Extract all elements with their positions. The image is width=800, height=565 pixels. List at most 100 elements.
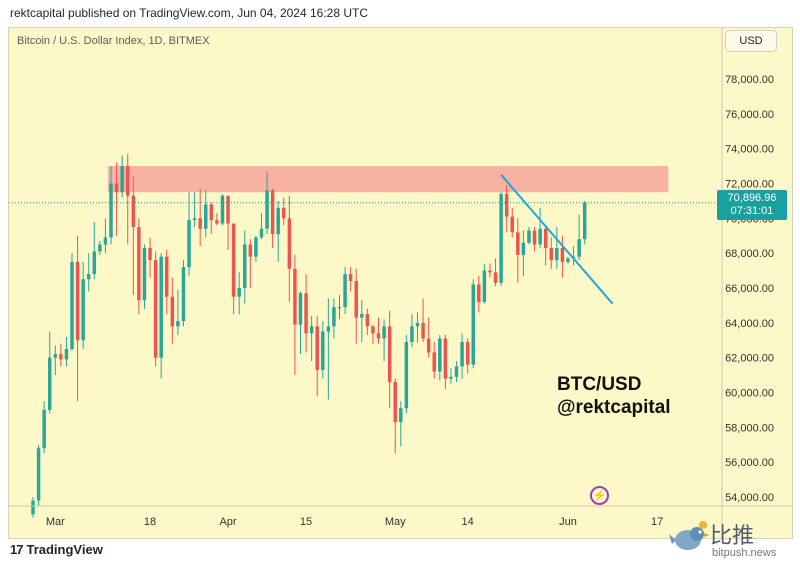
currency-button[interactable]: USD bbox=[725, 30, 777, 52]
candle-body bbox=[555, 247, 559, 261]
candle-body bbox=[399, 408, 403, 423]
candle-body bbox=[321, 331, 325, 370]
candle-body bbox=[142, 247, 147, 301]
candle-body bbox=[532, 230, 537, 245]
candle-body bbox=[348, 274, 353, 282]
y-tick-label: 72,000.00 bbox=[725, 179, 774, 191]
candle-body bbox=[332, 307, 336, 327]
candle-body bbox=[415, 322, 420, 327]
candle-body bbox=[153, 260, 158, 358]
candle-body bbox=[326, 326, 331, 332]
candle-body bbox=[148, 247, 152, 261]
x-tick-label: 18 bbox=[144, 516, 156, 528]
candle-body bbox=[376, 333, 381, 339]
candle-body bbox=[259, 228, 264, 238]
candle-body bbox=[432, 352, 436, 372]
x-tick-label: May bbox=[385, 516, 406, 528]
y-tick-label: 56,000.00 bbox=[725, 457, 774, 469]
bitpush-url: bitpush.news bbox=[712, 547, 777, 559]
symbol-title[interactable]: Bitcoin / U.S. Dollar Index, 1D, BITMEX bbox=[17, 35, 210, 47]
bitpush-cn-text: 比推 bbox=[710, 524, 755, 549]
candle-body bbox=[315, 326, 319, 370]
candle-body bbox=[36, 448, 41, 501]
candle-body bbox=[86, 274, 91, 280]
candle-body bbox=[365, 314, 370, 327]
candle-body bbox=[270, 190, 275, 235]
candle-body bbox=[187, 220, 191, 268]
x-tick-label: 14 bbox=[462, 516, 474, 528]
candle-body bbox=[114, 183, 119, 193]
candle-body bbox=[337, 307, 342, 309]
tradingview-logo[interactable]: 17 TradingView bbox=[10, 542, 103, 557]
x-tick-label: 15 bbox=[300, 516, 312, 528]
candle-body bbox=[421, 322, 425, 339]
candle-body bbox=[343, 274, 347, 308]
candle-body bbox=[404, 341, 409, 409]
candle-body bbox=[516, 232, 520, 255]
candle-body bbox=[81, 279, 85, 341]
candle-body bbox=[47, 357, 52, 410]
candle-body bbox=[560, 247, 565, 262]
candle-body bbox=[226, 195, 230, 224]
candle-body bbox=[577, 239, 581, 257]
candle-body bbox=[70, 261, 74, 349]
candle-body bbox=[354, 281, 358, 318]
x-tick-label: Mar bbox=[46, 516, 65, 528]
y-tick-label: 68,000.00 bbox=[725, 248, 774, 260]
candle-body bbox=[304, 293, 308, 334]
candle-body bbox=[504, 193, 509, 217]
candle-body bbox=[482, 270, 487, 302]
y-tick-label: 62,000.00 bbox=[725, 353, 774, 365]
candle-body bbox=[98, 244, 102, 252]
candle-body bbox=[566, 258, 570, 262]
watermark-pair: BTC/USD bbox=[557, 374, 642, 395]
candle-body bbox=[204, 204, 208, 229]
y-tick-label: 54,000.00 bbox=[725, 492, 774, 504]
y-tick-label: 74,000.00 bbox=[725, 144, 774, 156]
candle-body bbox=[298, 293, 303, 325]
candle-body bbox=[31, 500, 35, 515]
candle-body bbox=[438, 338, 442, 372]
candle-body bbox=[582, 202, 587, 240]
candle-body bbox=[360, 314, 364, 318]
y-tick-label: 78,000.00 bbox=[725, 74, 774, 86]
bitpush-watermark: 比推 bitpush.news bbox=[668, 518, 796, 562]
candle-body bbox=[254, 237, 258, 257]
candle-body bbox=[170, 296, 175, 327]
candle-body bbox=[109, 183, 113, 238]
candle-body bbox=[165, 256, 169, 297]
candle-body bbox=[510, 216, 514, 233]
tradingview-mark-icon: 17 bbox=[10, 542, 24, 557]
candle-body bbox=[220, 195, 225, 224]
candle-body bbox=[237, 288, 241, 297]
x-tick-label: Apr bbox=[219, 516, 236, 528]
publish-caption: rektcapital published on TradingView.com… bbox=[10, 6, 368, 20]
candle-body bbox=[309, 326, 314, 334]
candle-body bbox=[92, 251, 97, 275]
candle-countdown: 07:31:01 bbox=[730, 205, 774, 217]
candle-body bbox=[137, 227, 141, 301]
resistance-zone bbox=[108, 166, 669, 193]
candle-body bbox=[248, 244, 253, 257]
candle-body bbox=[371, 326, 375, 334]
candle-body bbox=[282, 207, 286, 219]
candlestick-chart[interactable]: 54,000.00 56,000.00 58,000.00 60,000.00 62,0… bbox=[9, 28, 793, 539]
candle-body bbox=[276, 207, 280, 235]
chart-watermark: BTC/USD @rektcapital bbox=[557, 373, 671, 419]
candle-body bbox=[538, 228, 542, 245]
candle-body bbox=[265, 190, 269, 229]
y-tick-label: 76,000.00 bbox=[725, 109, 774, 121]
candle-body bbox=[181, 267, 186, 322]
chart-area[interactable]: 54,000.00 56,000.00 58,000.00 60,000.00 62,0… bbox=[8, 27, 793, 539]
candle-body bbox=[126, 166, 130, 196]
candle-body bbox=[382, 326, 386, 339]
candle-body bbox=[59, 354, 63, 360]
lightning-icon[interactable]: ⚡ bbox=[590, 486, 609, 505]
candle-body bbox=[499, 193, 503, 283]
candle-body bbox=[460, 341, 464, 367]
candle-body bbox=[243, 244, 247, 288]
candle-body bbox=[443, 338, 448, 379]
candle-body bbox=[176, 321, 180, 327]
current-price-label: 70,896.96 07:31:01 bbox=[717, 190, 787, 220]
x-tick-label: 17 bbox=[651, 516, 663, 528]
